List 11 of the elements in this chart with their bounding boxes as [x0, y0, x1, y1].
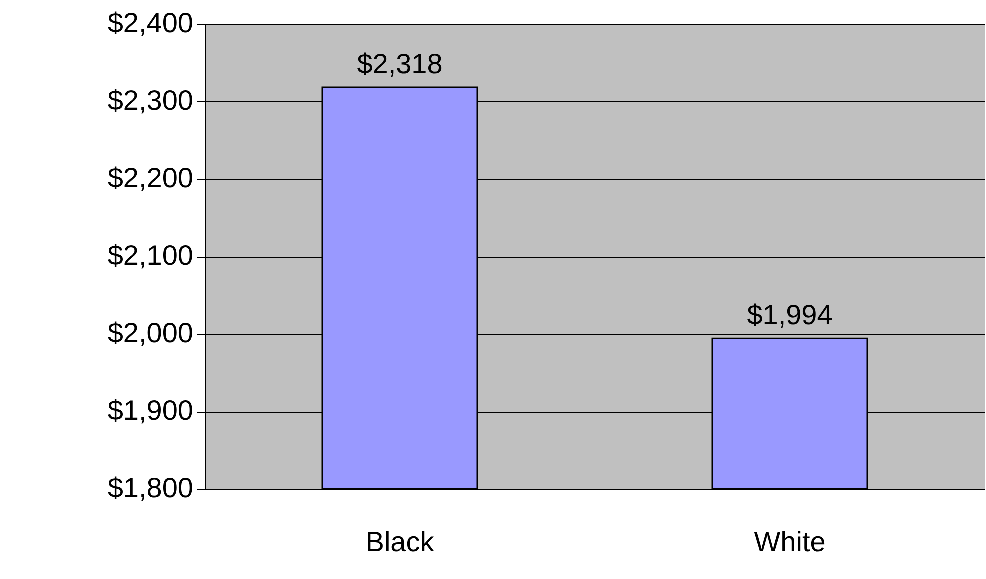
y-tick-label: $2,100 [108, 240, 194, 271]
data-label: $1,994 [747, 300, 833, 331]
y-tick-label: $2,300 [108, 85, 194, 116]
y-tick-label: $1,900 [108, 395, 194, 426]
y-tick-label: $2,400 [108, 8, 194, 38]
y-tick-label: $1,800 [108, 472, 194, 504]
y-tick-label: $2,200 [108, 162, 194, 194]
x-tick-label: Black [366, 526, 436, 558]
data-label: $2,318 [357, 48, 443, 80]
x-tick-label: White [754, 526, 826, 558]
y-tick-label: $2,000 [108, 318, 194, 348]
